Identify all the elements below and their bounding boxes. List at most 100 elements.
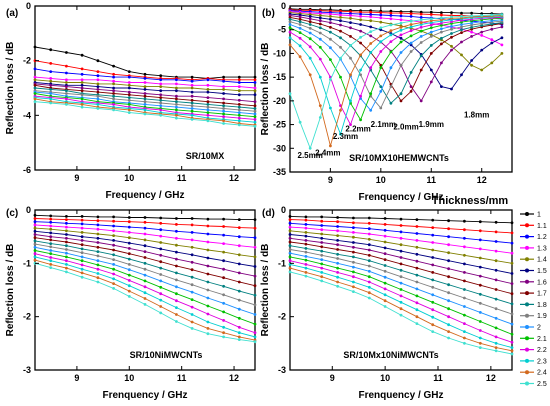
- data-point: [447, 235, 450, 239]
- y-axis-label: Reflection loss / dB: [260, 244, 271, 337]
- data-point: [419, 29, 423, 33]
- data-point: [383, 240, 387, 244]
- data-point: [237, 325, 241, 329]
- data-point: [419, 99, 423, 103]
- data-point: [288, 233, 292, 236]
- data-point: [175, 223, 178, 226]
- data-point: [143, 72, 147, 76]
- plot-frame: [289, 5, 513, 173]
- legend-label: 1.9: [537, 313, 547, 320]
- data-point: [237, 105, 241, 109]
- data-point: [206, 327, 210, 330]
- data-point: [470, 30, 473, 34]
- data-point: [409, 50, 413, 53]
- data-point: [96, 223, 100, 227]
- data-point: [222, 107, 226, 110]
- data-point: [237, 331, 241, 335]
- data-point: [33, 249, 37, 252]
- data-point: [49, 77, 53, 80]
- data-point: [470, 11, 473, 15]
- data-point: [65, 229, 68, 233]
- data-point: [320, 215, 324, 219]
- series-group: [33, 45, 257, 128]
- data-point: [379, 26, 383, 30]
- data-point: [490, 61, 494, 65]
- data-point: [329, 25, 332, 29]
- data-point: [510, 272, 514, 275]
- data-point: [415, 245, 419, 249]
- data-point: [298, 15, 302, 19]
- data-point: [399, 313, 403, 317]
- data-point: [96, 254, 100, 258]
- data-point: [478, 292, 482, 296]
- data-point: [359, 94, 362, 98]
- data-point: [33, 223, 37, 227]
- data-point: [415, 266, 419, 270]
- series-group: [288, 215, 514, 356]
- data-point: [500, 25, 504, 29]
- data-point: [399, 63, 403, 67]
- data-point: [383, 217, 387, 220]
- data-point: [369, 13, 373, 16]
- data-point: [159, 101, 163, 105]
- data-point: [49, 256, 53, 259]
- data-point: [389, 101, 393, 105]
- y-axis-label: Reflection loss / dB: [260, 43, 271, 136]
- x-tick-label: 9: [330, 373, 335, 383]
- data-point: [329, 46, 332, 50]
- data-point: [369, 15, 373, 19]
- data-point: [320, 266, 324, 270]
- data-point: [304, 215, 308, 219]
- data-point: [389, 66, 393, 70]
- data-point: [190, 217, 194, 220]
- data-point: [190, 83, 194, 87]
- data-point: [175, 94, 178, 98]
- data-point: [112, 224, 115, 228]
- data-point: [49, 83, 53, 87]
- data-point: [463, 219, 466, 223]
- data-point: [304, 266, 308, 270]
- data-point: [447, 330, 450, 333]
- data-point: [80, 97, 84, 101]
- data-point: [288, 17, 292, 21]
- data-point: [494, 297, 498, 301]
- data-point: [159, 89, 163, 93]
- y-tick-label: -10: [273, 48, 286, 58]
- y-tick-label: -20: [273, 96, 286, 106]
- data-point: [288, 225, 292, 229]
- data-point: [320, 275, 324, 279]
- data-point: [399, 36, 403, 40]
- data-point: [80, 89, 84, 93]
- data-point: [399, 281, 403, 285]
- data-point: [33, 236, 37, 240]
- data-point: [399, 40, 403, 44]
- data-point: [96, 219, 100, 223]
- data-point: [127, 284, 131, 288]
- series-group: [288, 7, 504, 150]
- data-point: [253, 255, 257, 259]
- data-point: [440, 36, 443, 40]
- data-point: [379, 34, 383, 38]
- data-point: [447, 299, 450, 303]
- data-point: [112, 89, 115, 93]
- data-point: [415, 252, 419, 256]
- data-point: [33, 239, 37, 243]
- y-tick-label: -30: [273, 143, 286, 153]
- data-point: [80, 226, 84, 230]
- data-point: [127, 103, 131, 106]
- data-point: [329, 21, 332, 24]
- data-point: [143, 250, 147, 254]
- data-point: [419, 41, 423, 44]
- data-point: [253, 118, 257, 121]
- panel-d: 9 10 11 12 0 -1 -2 -3 Frenquency / GHz Reflection…: [260, 205, 514, 401]
- data-point: [320, 224, 324, 227]
- data-point: [222, 242, 226, 246]
- data-point: [320, 228, 324, 232]
- data-point: [320, 219, 324, 223]
- data-point: [339, 13, 342, 17]
- data-point: [96, 245, 100, 249]
- data-point: [190, 283, 194, 287]
- data-point: [33, 75, 37, 79]
- data-point: [222, 85, 226, 88]
